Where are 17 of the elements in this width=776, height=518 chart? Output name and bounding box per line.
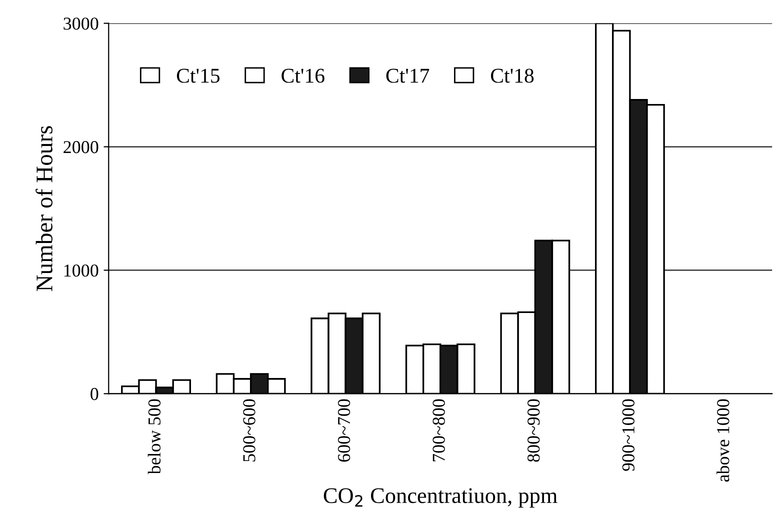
y-tick-label: 3000 bbox=[64, 18, 98, 30]
x-tick-label: 900~1000 bbox=[622, 399, 634, 471]
x-tick-label: 800~900 bbox=[528, 399, 540, 462]
y-axis-title: Number of Hours bbox=[36, 126, 52, 292]
y-tick-label: 0 bbox=[90, 388, 98, 400]
x-tick-label: below 500 bbox=[148, 399, 161, 474]
legend-label: Ct'17 bbox=[386, 68, 430, 83]
legend-label: Ct'16 bbox=[282, 68, 324, 83]
x-tick-label: above 1000 bbox=[716, 399, 730, 482]
legend-label: Ct'18 bbox=[490, 68, 534, 83]
x-tick-label: 700~800 bbox=[432, 399, 445, 462]
x-axis-title: CO$_{2}$ Concentratiuon, ppm bbox=[324, 488, 558, 508]
x-tick-label: 600~700 bbox=[338, 399, 350, 462]
x-tick-label: 500~600 bbox=[243, 399, 256, 462]
y-tick-label: 2000 bbox=[64, 141, 98, 154]
legend-label: Ct'15 bbox=[176, 68, 220, 83]
y-tick-label: 1000 bbox=[64, 264, 98, 277]
